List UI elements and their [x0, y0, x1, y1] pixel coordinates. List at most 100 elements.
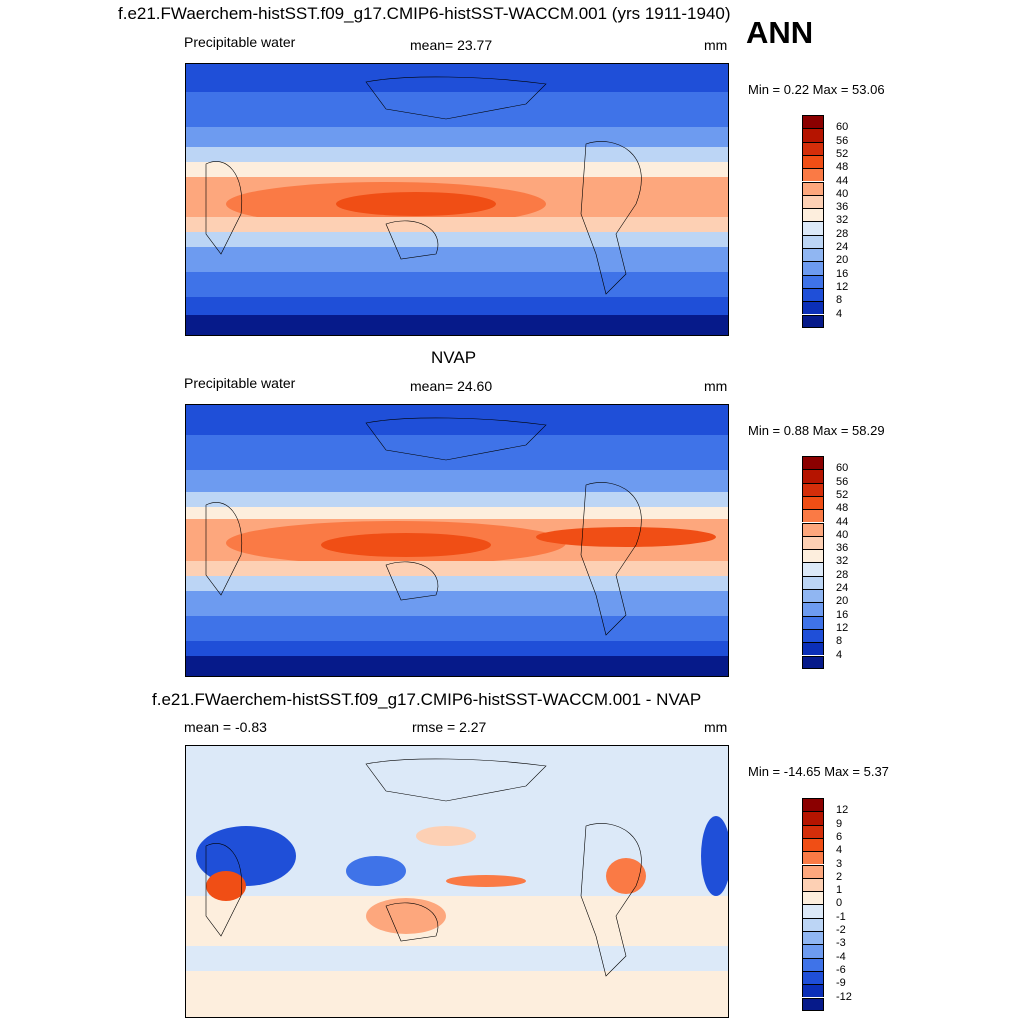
colorbar-swatch [802, 314, 824, 328]
colorbar-swatch [802, 997, 824, 1011]
colorbar-swatch [802, 798, 824, 812]
colorbar-tick-label: 40 [836, 187, 849, 200]
colorbar-tick-label: 36 [836, 542, 849, 555]
colorbar-swatch [802, 274, 824, 288]
colorbar-tick-label: 6 [836, 830, 843, 843]
colorbar-swatch [802, 495, 824, 510]
colorbar-tick-label: 1 [836, 884, 843, 897]
colorbar-tick-label: 36 [836, 201, 849, 214]
colorbar-swatch [802, 628, 824, 643]
colorbar-swatch [802, 194, 824, 209]
colorbar-tick-label: 8 [836, 294, 843, 307]
colorbar-tick-label: -1 [836, 910, 846, 923]
units-label: mm [704, 37, 728, 53]
colorbar-tick-label: 20 [836, 595, 849, 608]
colorbar-tick-label: 48 [836, 502, 849, 515]
colorbar-tick-label: 12 [836, 804, 849, 817]
colorbar-swatch [802, 562, 824, 576]
colorbar-swatch [802, 248, 824, 262]
colorbar-tick-label: 52 [836, 147, 849, 160]
mean-label: mean= 24.60 [410, 378, 493, 394]
variable-label: Precipitable water [184, 375, 296, 391]
field-map [186, 405, 728, 676]
colorbar-tick-label: 32 [836, 214, 849, 227]
colorbar-swatch [802, 141, 824, 155]
colorbar-tick-label: 60 [836, 462, 849, 475]
colorbar-tick-label: 56 [836, 134, 849, 147]
main-title: f.e21.FWaerchem-histSST.f09_g17.CMIP6-hi… [118, 4, 731, 23]
mean-label: mean = -0.83 [184, 719, 267, 735]
colorbar-swatch [802, 287, 824, 302]
colorbar-swatch [802, 575, 824, 589]
map-model [185, 63, 729, 336]
colorbar-swatch [802, 181, 824, 195]
units-label: mm [704, 378, 728, 394]
colorbar-tick-label: -12 [836, 990, 852, 1003]
colorbar-tick-label: 16 [836, 267, 849, 280]
colorbar-swatch [802, 208, 824, 222]
colorbar-tick-label: 48 [836, 161, 849, 174]
colorbar-swatch [802, 456, 824, 470]
colorbar-swatch [802, 589, 824, 603]
panel-title: f.e21.FWaerchem-histSST.f09_g17.CMIP6-hi… [152, 690, 702, 709]
colorbar-swatch [802, 944, 824, 958]
panel-title: NVAP [431, 348, 477, 367]
colorbar-swatch [802, 837, 824, 852]
colorbar-tick-label: 2 [836, 870, 843, 883]
minmax-label: Min = -14.65 Max = 5.37 [748, 764, 889, 779]
colorbar-swatch [802, 642, 824, 656]
colorbar-tick-label: 20 [836, 254, 849, 267]
colorbar-swatch [802, 851, 824, 865]
colorbar-swatch [802, 469, 824, 483]
map-obs [185, 404, 729, 677]
colorbar-tick-label: -9 [836, 977, 846, 990]
units-label: mm [704, 719, 728, 735]
colorbar-tick-label: 44 [836, 515, 849, 528]
colorbar-swatch [802, 522, 824, 536]
colorbar-swatch [802, 655, 824, 669]
colorbar-swatch [802, 549, 824, 563]
colorbar-tick-label: 52 [836, 488, 849, 501]
colorbar-tick-label: 4 [836, 844, 843, 857]
colorbar-swatch [802, 261, 824, 275]
season-label: ANN [746, 15, 814, 50]
colorbar-swatch [802, 482, 824, 496]
colorbar-tick-label: 24 [836, 582, 849, 594]
colorbar-swatch [802, 535, 824, 550]
mean-label: mean= 23.77 [410, 37, 493, 53]
colorbar-swatch [802, 301, 824, 315]
colorbar-swatch [802, 824, 824, 838]
colorbar-swatch [802, 904, 824, 918]
colorbar-tick-label: 32 [836, 555, 849, 568]
colorbar-tick-label: -2 [836, 924, 846, 936]
colorbar-swatch [802, 891, 824, 905]
colorbar-tick-label: 40 [836, 528, 849, 541]
colorbar-tick-label: 9 [836, 817, 843, 830]
colorbar-swatch [802, 931, 824, 945]
field-map [186, 64, 728, 335]
colorbar-tick-label: 24 [836, 241, 849, 253]
colorbar-swatch [802, 984, 824, 998]
colorbar-tick-label: 8 [836, 635, 843, 648]
colorbar-swatch [802, 221, 824, 235]
colorbar-swatch [802, 917, 824, 931]
variable-label: Precipitable water [184, 34, 296, 50]
colorbar-tick-label: 12 [836, 280, 849, 293]
colorbar-tick-label: 16 [836, 608, 849, 621]
minmax-label: Min = 0.88 Max = 58.29 [748, 423, 885, 438]
colorbar-tick-label: 56 [836, 475, 849, 488]
colorbar-tick-label: 4 [836, 307, 843, 320]
colorbar-swatch [802, 234, 824, 248]
colorbar-tick-label: -4 [836, 950, 846, 963]
colorbar-tick-label: 60 [836, 121, 849, 134]
colorbar-swatch [802, 602, 824, 616]
map-diff [185, 745, 729, 1018]
colorbar-tick-label: -3 [836, 937, 846, 950]
colorbar-swatch [802, 877, 824, 892]
colorbar-swatch [802, 115, 824, 129]
colorbar-swatch [802, 168, 824, 182]
colorbar-swatch [802, 509, 824, 523]
colorbar-tick-label: 0 [836, 897, 843, 910]
